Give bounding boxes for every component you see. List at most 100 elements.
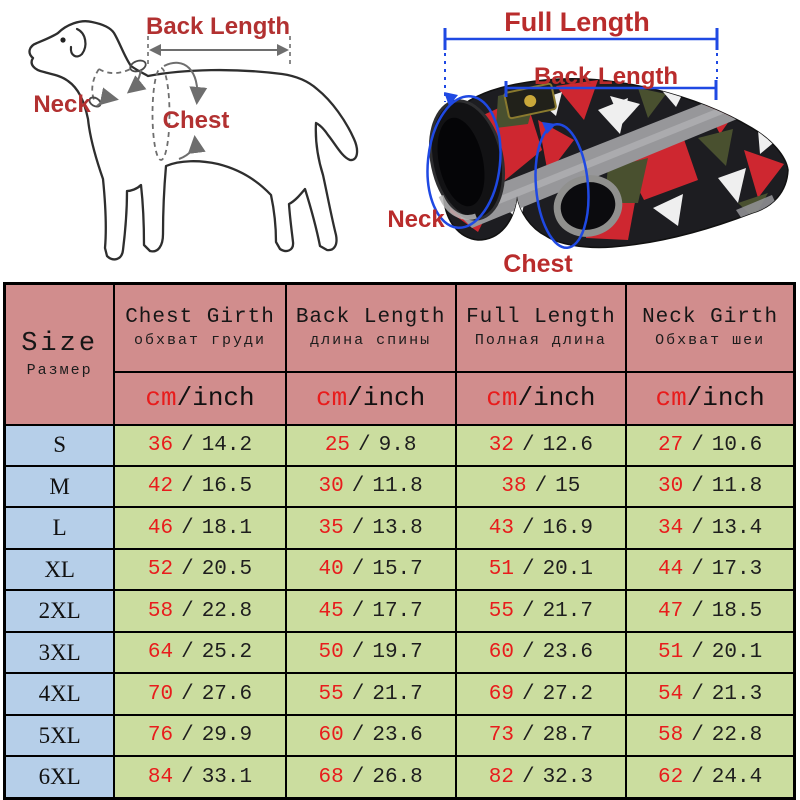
chest-value: 76/29.9 [113, 713, 287, 758]
back-value: 45/17.7 [284, 589, 457, 633]
chest-value: 70/27.6 [113, 672, 287, 716]
neck-value: 62/24.4 [625, 755, 796, 800]
dog-ear [69, 27, 87, 58]
back-value: 30/11.8 [284, 464, 457, 509]
back-length-column-header: Back Length длина спины [284, 282, 457, 373]
full-value: 73/28.7 [454, 713, 628, 758]
back-value: 25/9.8 [284, 423, 457, 467]
chest-value: 46/18.1 [113, 506, 287, 550]
full-length-header-ru: Полная длина [474, 332, 607, 350]
chest-girth-ellipse [534, 122, 590, 250]
size-header-en: Size [21, 329, 99, 360]
table-row-6xl: 6XL 84/33.1 68/26.8 82/32.3 62/24.4 [3, 755, 796, 800]
back-value: 50/19.7 [284, 630, 457, 675]
neck-girth-ellipse [426, 95, 502, 229]
table-row-5xl: 5XL 76/29.9 60/23.6 73/28.7 58/22.8 [3, 713, 796, 758]
chest-value: 84/33.1 [113, 755, 287, 800]
chest-value: 36/14.2 [113, 423, 287, 467]
table-row-l: L 46/18.1 35/13.8 43/16.9 34/13.4 [3, 506, 796, 550]
unit-inch-label: /inch [347, 383, 426, 413]
size-label: S [3, 423, 116, 467]
size-label: 5XL [3, 713, 116, 758]
back-length-header-ru: длина спины [310, 332, 432, 350]
back-length-arrowhead-right [277, 44, 289, 56]
table-row-m: M 42/16.5 30/11.8 38/15 30/11.8 [3, 464, 796, 509]
chest-pointer-arrow-bottom [178, 135, 206, 160]
jacket-measurement-diagram: Full Length Back Length Neck Chest [387, 7, 789, 278]
neck-girth-header-ru: Обхват шеи [655, 332, 766, 350]
chest-girth-column-header: Chest Girth обхват груди [113, 282, 287, 373]
full-value: 32/12.6 [454, 423, 628, 467]
chest-value: 58/22.8 [113, 589, 287, 633]
reflective-strap-highlight [458, 94, 755, 220]
unit-cm-label: cm [316, 383, 348, 413]
chest-value: 42/16.5 [113, 464, 287, 509]
dog-eye [60, 37, 66, 43]
table-row-s: S 36/14.2 25/9.8 32/12.6 27/10.6 [3, 423, 796, 467]
brand-patch [503, 82, 557, 120]
neck-girth-dashed-line [91, 67, 133, 103]
chest-girth-header-en: Chest Girth [125, 306, 275, 330]
back-length-header-en: Back Length [295, 306, 446, 330]
chest-unit-cell: cm/inch [113, 370, 287, 426]
unit-inch-label: /inch [517, 383, 596, 413]
jacket-full-length-label: Full Length [504, 7, 649, 37]
back-value: 68/26.8 [284, 755, 457, 800]
size-header-ru: Размер [26, 362, 93, 380]
full-value: 82/32.3 [454, 755, 628, 800]
unit-cm-label: cm [145, 383, 177, 413]
neck-value: 27/10.6 [625, 423, 796, 467]
size-label: 2XL [3, 589, 116, 633]
measurement-diagrams: Back Length Neck Chest [0, 0, 800, 282]
full-length-column-header: Full Length Полная длина [454, 282, 628, 373]
size-column-header: Size Размер [3, 282, 116, 426]
unit-cm-label: cm [486, 383, 518, 413]
back-value: 55/21.7 [284, 672, 457, 716]
full-value: 55/21.7 [454, 589, 628, 633]
jacket-annotations [426, 28, 719, 250]
chest-value: 52/20.5 [113, 547, 287, 592]
size-label: 3XL [3, 630, 116, 675]
neck-value: 58/22.8 [625, 713, 796, 758]
dog-measurement-diagram: Back Length Neck Chest [28, 13, 359, 261]
size-label: M [3, 464, 116, 509]
size-label: 4XL [3, 672, 116, 716]
unit-row: cm/inch cm/inch cm/inch cm/inch [5, 370, 796, 426]
chest-girth-dashed-ellipse [151, 67, 171, 161]
neck-girth-header-en: Neck Girth [642, 306, 779, 330]
table-row-2xl: 2XL 58/22.8 45/17.7 55/21.7 47/18.5 [3, 589, 796, 633]
back-value: 40/15.7 [284, 547, 457, 592]
full-value: 51/20.1 [454, 547, 628, 592]
table-row-xl: XL 52/20.5 40/15.7 51/20.1 44/17.3 [3, 547, 796, 592]
neck-unit-cell: cm/inch [625, 370, 796, 426]
hem-trim [736, 195, 776, 219]
back-length-arrowhead-left [149, 44, 161, 56]
unit-cm-label: cm [655, 383, 687, 413]
jacket-collar [429, 99, 505, 221]
full-unit-cell: cm/inch [454, 370, 628, 426]
chest-pointer-arrow-top [163, 61, 208, 105]
table-row-4xl: 4XL 70/27.6 55/21.7 69/27.2 54/21.3 [3, 672, 796, 716]
dog-back-length-label: Back Length [146, 13, 290, 40]
neck-value: 51/20.1 [625, 630, 796, 675]
full-length-header-en: Full Length [466, 306, 616, 330]
dog-neck-label: Neck [33, 91, 91, 118]
table-row-3xl: 3XL 64/25.2 50/19.7 60/23.6 51/20.1 [3, 630, 796, 675]
withers-pointer-arrow [126, 69, 147, 94]
neck-girth-column-header: Neck Girth Обхват шеи [625, 282, 796, 373]
size-chart: Size Размер Chest Girth обхват груди Bac… [3, 282, 796, 800]
full-value: 38/15 [454, 464, 628, 509]
size-label: XL [3, 547, 116, 592]
chest-girth-header-ru: обхват груди [133, 332, 267, 350]
size-table: Size Размер Chest Girth обхват груди Bac… [3, 282, 796, 800]
full-value: 60/23.6 [454, 630, 628, 675]
size-label: L [3, 506, 116, 550]
neck-value: 30/11.8 [625, 464, 796, 509]
unit-inch-label: /inch [176, 383, 255, 413]
jacket-chest-label: Chest [503, 250, 573, 278]
neck-value: 44/17.3 [625, 547, 796, 592]
header-row: Size Размер Chest Girth обхват груди Bac… [3, 282, 796, 426]
back-value: 60/23.6 [284, 713, 457, 758]
back-value: 35/13.8 [284, 506, 457, 550]
neck-pointer-arrow [96, 87, 119, 107]
